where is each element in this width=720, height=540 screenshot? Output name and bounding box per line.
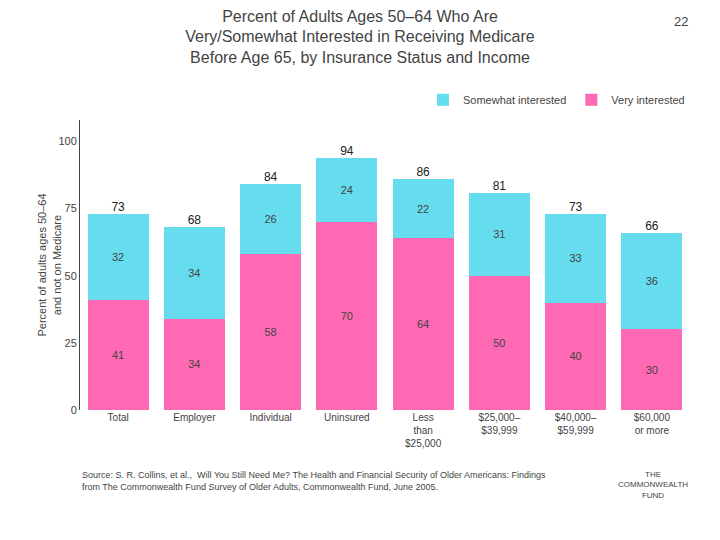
svg-text:68: 68 — [188, 213, 202, 227]
svg-text:86: 86 — [416, 165, 430, 179]
svg-text:Lessthan$25,000: Lessthan$25,000 — [405, 412, 442, 449]
svg-text:Source: S. R. Collins, et al.,: Source: S. R. Collins, et al., Will You … — [82, 470, 546, 492]
svg-text:Employer: Employer — [173, 412, 216, 423]
svg-text:Total: Total — [108, 412, 129, 423]
svg-text:Percent of adults ages 50–64an: Percent of adults ages 50–64and not on M… — [36, 193, 62, 336]
svg-text:94: 94 — [340, 144, 354, 158]
svg-text:24: 24 — [341, 184, 353, 196]
svg-text:34: 34 — [188, 358, 200, 370]
svg-text:73: 73 — [111, 200, 125, 214]
svg-text:64: 64 — [417, 318, 429, 330]
svg-text:25: 25 — [65, 337, 77, 349]
svg-text:31: 31 — [493, 228, 505, 240]
svg-text:Very interested: Very interested — [611, 94, 684, 106]
svg-text:Somewhat interested: Somewhat interested — [463, 94, 566, 106]
svg-text:84: 84 — [264, 170, 278, 184]
svg-text:34: 34 — [188, 267, 200, 279]
svg-text:41: 41 — [112, 349, 124, 361]
svg-text:70: 70 — [341, 310, 353, 322]
svg-text:75: 75 — [65, 202, 77, 214]
svg-text:30: 30 — [646, 364, 658, 376]
svg-text:73: 73 — [569, 200, 583, 214]
svg-text:$25,000–$39,999: $25,000–$39,999 — [479, 412, 521, 436]
svg-text:50: 50 — [65, 270, 77, 282]
svg-text:0: 0 — [71, 404, 77, 416]
svg-text:22: 22 — [674, 14, 688, 29]
svg-text:Uninsured: Uninsured — [324, 412, 370, 423]
svg-text:26: 26 — [265, 213, 277, 225]
svg-text:Percent of Adults Ages 50–64 W: Percent of Adults Ages 50–64 Who AreVery… — [185, 8, 535, 67]
svg-text:50: 50 — [493, 337, 505, 349]
svg-text:$60,000or more: $60,000or more — [634, 412, 671, 436]
svg-text:58: 58 — [265, 326, 277, 338]
svg-text:40: 40 — [570, 350, 582, 362]
svg-text:81: 81 — [493, 179, 507, 193]
svg-text:32: 32 — [112, 251, 124, 263]
svg-text:22: 22 — [417, 203, 429, 215]
svg-text:100: 100 — [58, 135, 76, 147]
svg-text:33: 33 — [570, 252, 582, 264]
svg-text:66: 66 — [645, 219, 659, 233]
svg-text:Individual: Individual — [249, 412, 291, 423]
svg-text:36: 36 — [646, 275, 658, 287]
svg-text:THECOMMONWEALTHFUND: THECOMMONWEALTHFUND — [618, 470, 688, 500]
svg-text:$40,000–$59,999: $40,000–$59,999 — [555, 412, 597, 436]
